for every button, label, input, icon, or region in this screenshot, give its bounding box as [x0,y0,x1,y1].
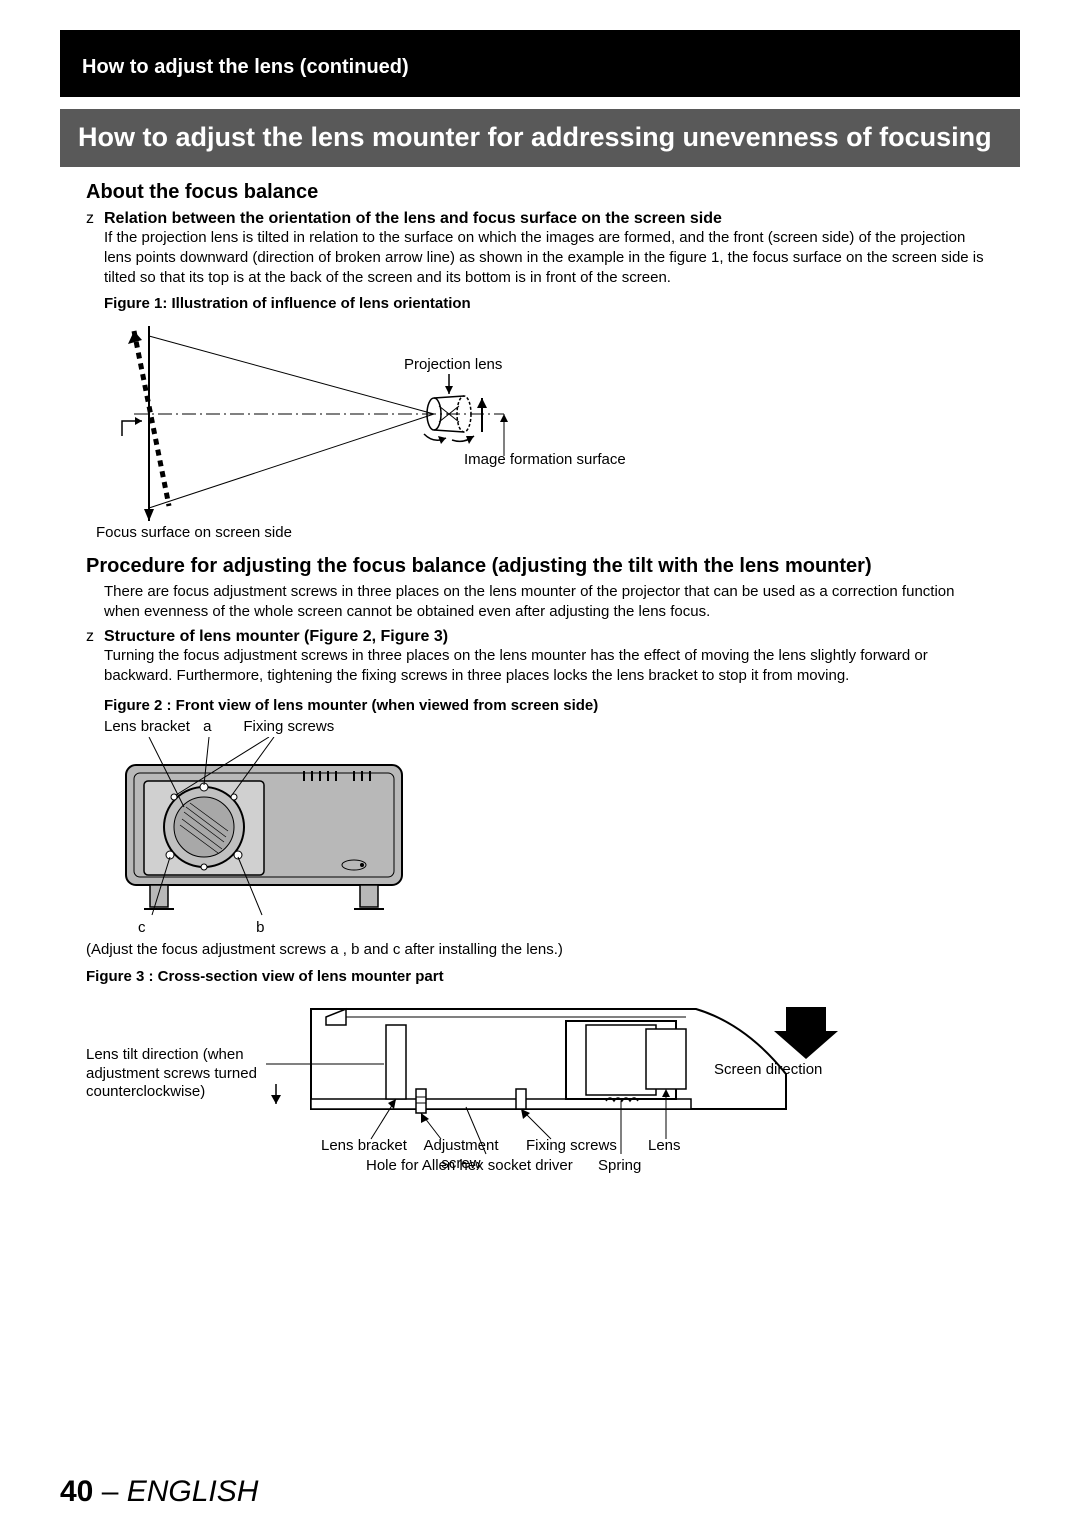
figure3-diagram: Lens tilt direction (when adjustment scr… [86,989,906,1179]
figure1-diagram: Projection lens Image formation surface … [104,316,724,541]
label-lens-3: Lens [648,1137,681,1154]
page-header-continued: How to adjust the lens (continued) [60,30,1020,97]
label-fixing-screws-3: Fixing screws [526,1137,617,1154]
figure2-caption: Figure 2 : Front view of lens mounter (w… [104,697,994,714]
bullet-relation: z Relation between the orientation of th… [86,210,994,228]
page-title: How to adjust the lens mounter for addre… [60,109,1020,167]
label-c: c [138,919,168,936]
label-lens-bracket-3: Lens bracket [321,1137,407,1154]
bullet-marker: z [86,210,104,228]
label-hole: Hole for Allen hex socket driver [366,1157,573,1174]
label-projection-lens: Projection lens [404,356,502,373]
figure2-note: (Adjust the focus adjustment screws a , … [86,940,994,960]
footer-lang: ENGLISH [127,1475,259,1508]
page-number: 40 [60,1475,93,1508]
label-spring: Spring [598,1157,641,1174]
figure2-diagram: Lens bracket a Fixing screws [104,718,444,936]
label-tilt-direction: Lens tilt direction (when adjustment scr… [86,1046,271,1102]
label-b: b [256,919,264,936]
label-focus-surface: Focus surface on screen side [96,524,292,541]
bullet-structure: z Structure of lens mounter (Figure 2, F… [86,628,994,646]
bullet-title: Relation between the orientation of the … [104,210,722,228]
label-screen-direction: Screen direction [714,1061,822,1078]
page: How to adjust the lens (continued) How t… [0,0,1080,1527]
bullet-marker-2: z [86,628,104,646]
bullet-title-2: Structure of lens mounter (Figure 2, Fig… [104,628,448,646]
section-heading-procedure: Procedure for adjusting the focus balanc… [86,555,994,578]
footer-sep: – [93,1475,126,1508]
content-area: About the focus balance z Relation betwe… [60,181,1020,1179]
section-heading-focus-balance: About the focus balance [86,181,994,204]
body-structure: Turning the focus adjustment screws in t… [104,646,994,687]
figure3-caption: Figure 3 : Cross-section view of lens mo… [86,968,994,985]
body-procedure-intro: There are focus adjustment screws in thr… [104,582,994,623]
body-relation: If the projection lens is tilted in rela… [104,228,994,289]
label-fixing-screws: Fixing screws [243,718,363,735]
label-image-formation: Image formation surface [464,451,626,468]
page-footer: 40 – ENGLISH [60,1475,258,1509]
figure1-caption: Figure 1: Illustration of influence of l… [104,295,994,312]
label-a: a [203,718,223,735]
label-lens-bracket: Lens bracket [104,718,199,735]
